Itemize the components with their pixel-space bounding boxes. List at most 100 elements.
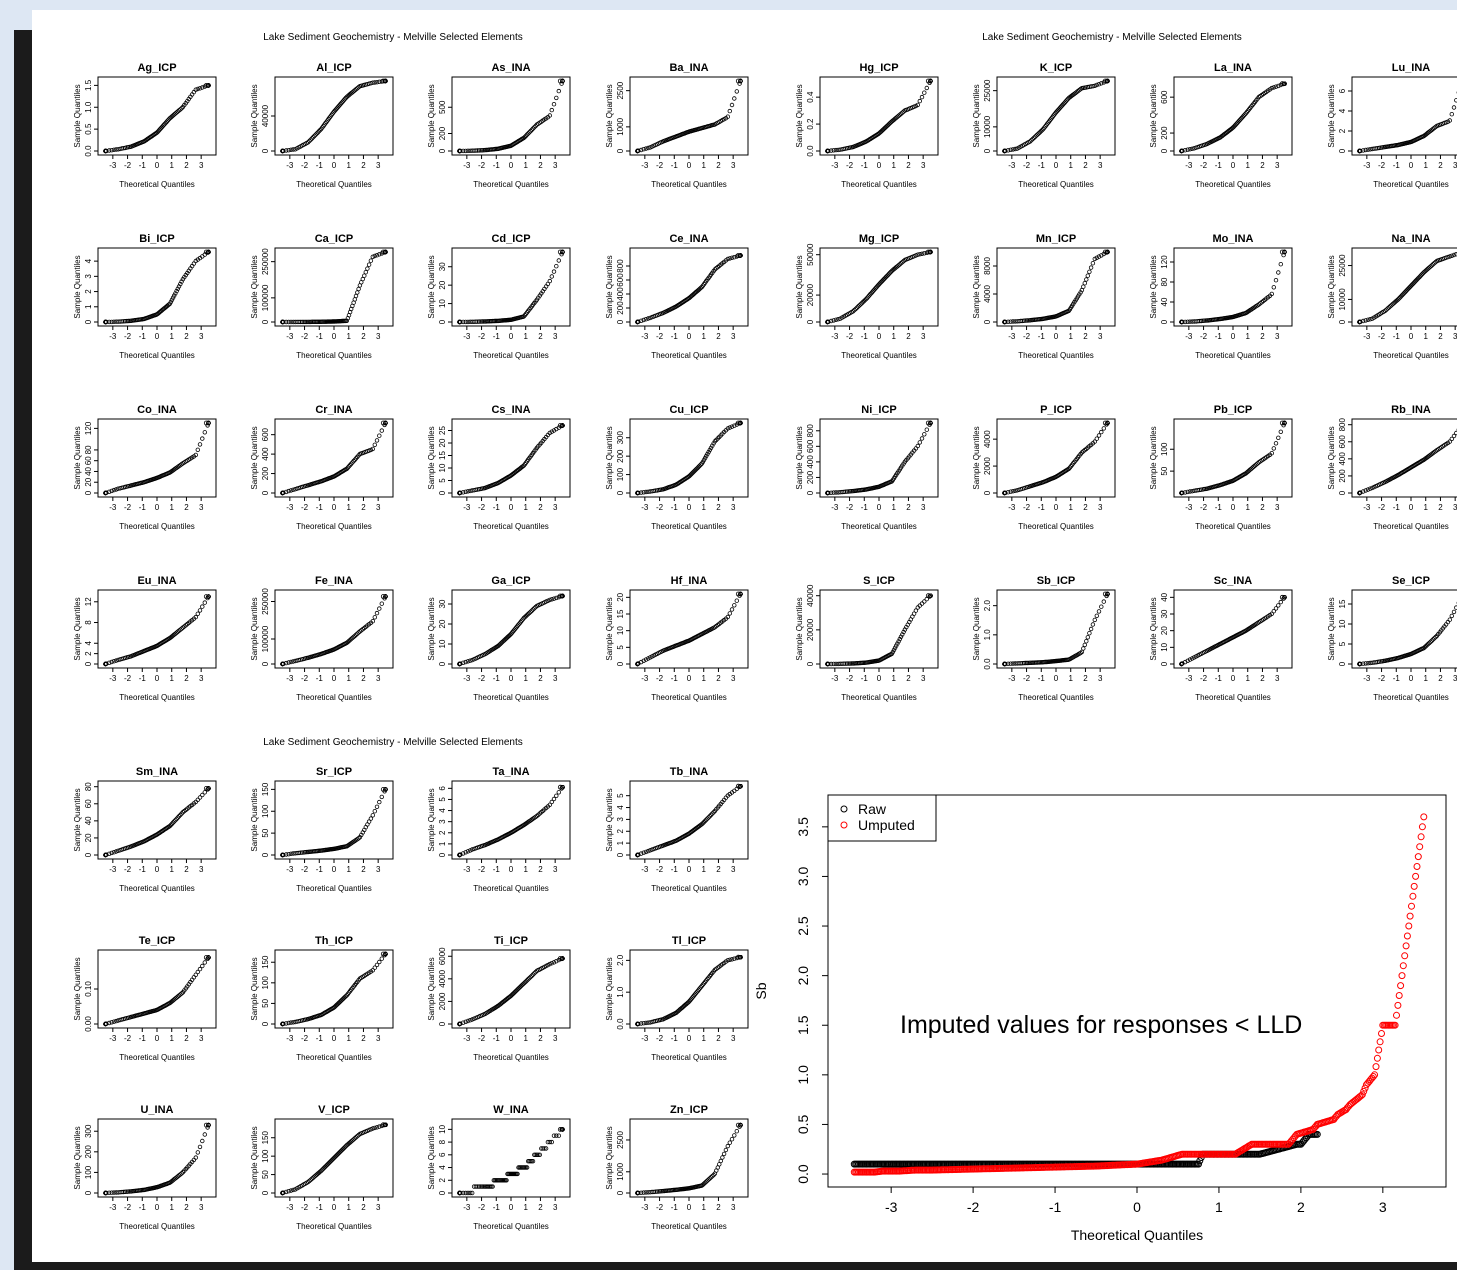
- qq-point: [344, 318, 349, 323]
- y-tick-label: 30: [438, 262, 447, 271]
- x-tick-label: -1: [1215, 674, 1223, 683]
- y-axis-label: Sample Quantiles: [427, 957, 436, 1020]
- qq-point: [549, 274, 554, 279]
- x-tick-label: -1: [139, 1203, 147, 1212]
- x-tick-label: 1: [1245, 332, 1250, 341]
- y-axis-label: Sample Quantiles: [250, 597, 259, 660]
- y-tick-label: 600: [616, 273, 625, 287]
- qq-point: [465, 1018, 471, 1024]
- y-axis-label: Sample Quantiles: [972, 597, 981, 660]
- qq-point: [919, 436, 925, 441]
- qq-point: [547, 113, 552, 118]
- x-tick-label: -1: [1038, 161, 1046, 170]
- x-axis-label: Theoretical Quantiles: [119, 1053, 195, 1062]
- qq-point: [1180, 148, 1185, 153]
- qq-point: [370, 80, 375, 85]
- x-axis-label: Theoretical Quantiles: [651, 693, 727, 702]
- qq-point: [104, 319, 109, 325]
- qq-point: [833, 147, 839, 153]
- x-tick-label: -3: [109, 1034, 117, 1043]
- y-tick-label: 10: [1338, 619, 1347, 628]
- x-tick-label: -2: [1023, 161, 1031, 170]
- x-tick-label: 2: [716, 1034, 721, 1043]
- x-tick-label: 2: [184, 503, 189, 512]
- panel-title: Na_INA: [1391, 233, 1430, 245]
- qq-point: [725, 114, 730, 119]
- y-axis-label: Sample Quantiles: [73, 597, 82, 660]
- qq-point: [924, 85, 929, 91]
- x-tick-label: 2: [1438, 674, 1443, 683]
- qq-point: [1082, 642, 1087, 648]
- qq-point: [123, 318, 128, 324]
- panel-title: Ga_ICP: [491, 575, 530, 587]
- qq-point: [1271, 285, 1276, 290]
- qq-point: [1202, 318, 1207, 323]
- x-tick-label: -3: [109, 161, 117, 170]
- qq-point: [1087, 630, 1092, 636]
- qq-point: [377, 959, 382, 965]
- qq-point: [732, 255, 737, 260]
- panel-title: Tl_ICP: [672, 935, 706, 947]
- qq-point: [524, 132, 530, 137]
- qq-point: [353, 293, 359, 299]
- qq-point: [551, 102, 557, 107]
- x-tick-label: 0: [155, 1034, 160, 1043]
- x-tick-label: -2: [478, 674, 486, 683]
- panel-box: [819, 589, 939, 669]
- x-tick-label: 2: [716, 332, 721, 341]
- qq-point: [1081, 284, 1086, 289]
- x-tick-label: 0: [877, 674, 882, 683]
- x-tick-label: -1: [671, 332, 679, 341]
- qq-point: [1094, 613, 1099, 618]
- panel-title: Mg_ICP: [859, 233, 899, 245]
- y-axis-label: Sample Quantiles: [1149, 84, 1158, 147]
- qq-point: [314, 131, 319, 136]
- x-tick-label: 0: [877, 161, 882, 170]
- qq-point: [169, 297, 175, 302]
- panel-box: [629, 247, 749, 327]
- x-tick-label: 3: [199, 332, 204, 341]
- y-tick-label: 1.5: [84, 79, 93, 91]
- x-tick-label: -1: [493, 1203, 501, 1212]
- x-tick-label: -3: [831, 161, 839, 170]
- x-tick-label: 2: [1438, 332, 1443, 341]
- x-tick-label: 2: [361, 161, 366, 170]
- panel-box: [996, 418, 1116, 498]
- y-tick-label: 0: [806, 319, 815, 324]
- y-axis-label: Sample Quantiles: [73, 84, 82, 147]
- qq-point: [1271, 446, 1276, 451]
- qq-point: [826, 148, 831, 154]
- qq-point: [380, 249, 386, 255]
- x-tick-label: 1: [346, 1034, 351, 1043]
- x-tick-label: 1: [346, 865, 351, 874]
- x-axis-label: Theoretical Quantiles: [473, 351, 549, 360]
- qq-point: [1279, 249, 1285, 255]
- qq-point: [1183, 147, 1188, 153]
- x-tick-label: -1: [139, 161, 147, 170]
- qq-point: [917, 440, 922, 445]
- x-tick-label: -3: [286, 1034, 294, 1043]
- y-tick-label: 4: [438, 1165, 447, 1170]
- x-axis-label: Theoretical Quantiles: [1018, 693, 1094, 702]
- y-tick-label: 4000: [983, 285, 992, 303]
- y-tick-label: 100: [261, 1149, 270, 1163]
- x-tick-label: 1: [891, 332, 896, 341]
- x-axis-label: Theoretical Quantiles: [473, 522, 549, 531]
- qq-point: [379, 251, 384, 256]
- x-tick-label: 0: [332, 1203, 337, 1212]
- qq-point: [465, 319, 471, 325]
- x-tick-label: 3: [1098, 503, 1103, 512]
- x-tick-label: -3: [286, 674, 294, 683]
- x-tick-label: 3: [731, 865, 736, 874]
- x-tick-label: 3: [1098, 332, 1103, 341]
- panel-box: [274, 247, 394, 327]
- x-tick-label: -2: [124, 161, 132, 170]
- panel-box: [97, 949, 217, 1029]
- x-tick-label: 1: [1068, 503, 1073, 512]
